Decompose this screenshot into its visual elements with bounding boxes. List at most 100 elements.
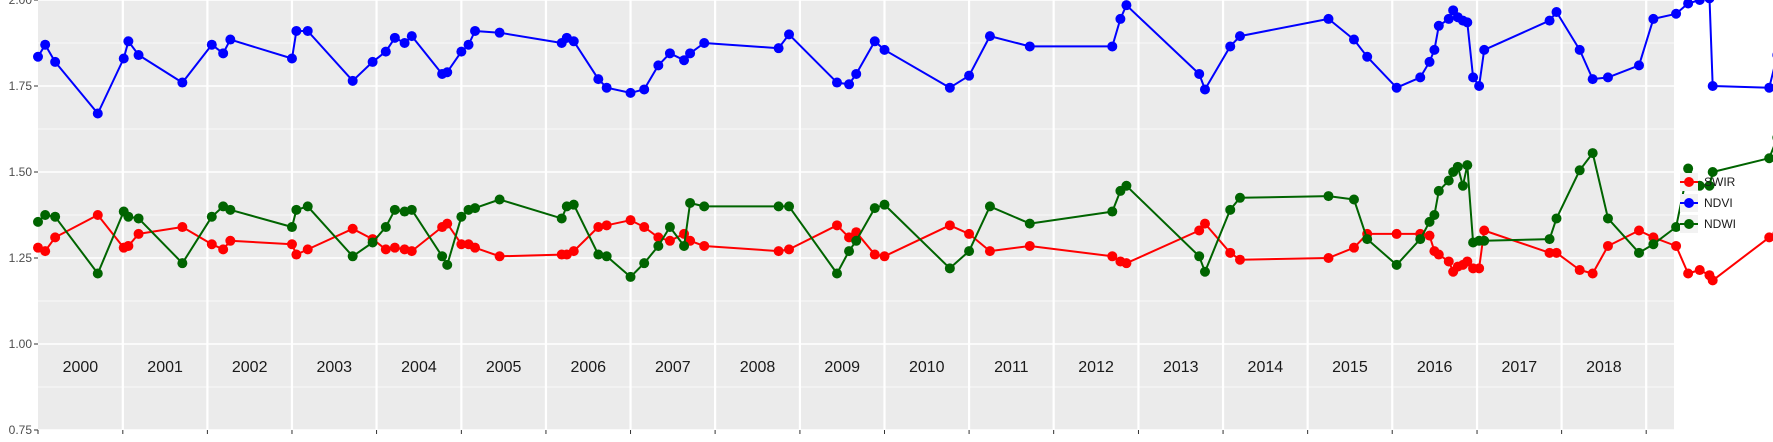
data-point-swir — [1323, 253, 1334, 263]
data-point-ndvi — [123, 36, 134, 47]
data-point-ndwi — [286, 222, 297, 233]
data-point-ndwi — [1683, 163, 1694, 174]
data-point-ndvi — [625, 87, 636, 98]
data-point-ndwi — [177, 258, 188, 269]
data-point-ndvi — [1587, 74, 1598, 85]
data-point-ndwi — [442, 259, 453, 270]
data-point-swir — [1694, 265, 1705, 276]
data-point-swir — [1587, 268, 1598, 279]
data-point-ndwi — [1707, 167, 1718, 177]
legend-item-swir: SWIR — [1680, 173, 1736, 191]
data-point-ndwi — [1587, 148, 1598, 159]
data-point-swir — [442, 218, 453, 229]
data-point-ndvi — [844, 79, 855, 90]
data-point-swir — [1433, 249, 1444, 260]
data-point-ndvi — [286, 53, 297, 64]
y-tick-label: 1.75 — [9, 79, 33, 93]
data-point-swir — [494, 251, 505, 262]
data-point-ndvi — [1115, 13, 1126, 24]
data-point-swir — [1024, 240, 1035, 251]
data-point-ndvi — [679, 55, 690, 66]
data-point-ndvi — [1415, 72, 1426, 83]
data-point-swir — [1683, 268, 1694, 279]
data-point-ndvi — [367, 56, 378, 67]
data-point-ndvi — [347, 75, 358, 86]
data-point-ndwi — [133, 213, 144, 224]
data-point-ndvi — [1121, 0, 1132, 11]
data-point-ndwi — [1764, 153, 1773, 164]
data-point-swir — [944, 220, 955, 231]
data-point-ndwi — [206, 211, 217, 222]
data-point-ndwi — [964, 246, 975, 257]
year-label: 2002 — [232, 359, 268, 376]
data-point-swir — [380, 244, 391, 255]
data-point-swir — [639, 222, 650, 233]
data-point-swir — [773, 246, 784, 257]
data-point-ndvi — [225, 34, 236, 45]
data-point-swir — [1551, 247, 1562, 258]
data-point-swir — [206, 239, 217, 250]
data-point-swir — [664, 235, 675, 246]
data-point-ndwi — [1323, 191, 1334, 202]
data-point-ndvi — [879, 44, 890, 55]
data-point-ndvi — [389, 32, 400, 43]
data-point-swir — [123, 240, 134, 251]
data-point-ndwi — [653, 240, 664, 251]
data-point-swir — [302, 244, 313, 255]
data-point-ndwi — [944, 263, 955, 274]
data-point-swir — [1391, 228, 1402, 239]
data-point-ndwi — [639, 258, 650, 269]
data-point-ndwi — [406, 204, 417, 215]
data-point-ndwi — [869, 203, 880, 214]
data-point-swir — [625, 215, 636, 226]
data-point-ndwi — [1121, 180, 1132, 191]
year-label: 2004 — [401, 359, 437, 376]
data-point-ndvi — [1648, 13, 1659, 24]
year-label: 2012 — [1078, 359, 1114, 376]
legend: SWIR NDVI NDWI — [1680, 173, 1736, 233]
data-point-ndwi — [437, 251, 448, 262]
data-point-ndvi — [40, 39, 51, 50]
data-point-ndwi — [1551, 213, 1562, 224]
data-point-ndvi — [1694, 0, 1705, 5]
data-point-ndvi — [1671, 8, 1682, 19]
data-point-ndwi — [347, 251, 358, 262]
legend-key-point — [1684, 219, 1694, 229]
data-point-swir — [879, 251, 890, 262]
data-point-ndwi — [679, 240, 690, 251]
data-point-ndvi — [1551, 7, 1562, 18]
data-point-ndwi — [831, 268, 842, 279]
data-point-ndvi — [406, 31, 417, 42]
legend-key-point — [1684, 177, 1694, 187]
data-point-ndwi — [50, 211, 61, 222]
data-point-ndwi — [123, 211, 134, 222]
year-label: 2006 — [570, 359, 606, 376]
year-label: 2014 — [1248, 359, 1284, 376]
data-point-ndvi — [1602, 72, 1613, 83]
data-point-swir — [601, 220, 612, 231]
data-point-ndvi — [1683, 0, 1694, 9]
data-point-ndwi — [1443, 175, 1454, 186]
data-point-ndvi — [206, 39, 217, 50]
data-point-ndvi — [291, 25, 302, 36]
data-point-swir — [1648, 232, 1659, 243]
data-point-ndwi — [1479, 235, 1490, 246]
legend-item-ndvi: NDVI — [1680, 194, 1733, 212]
data-point-ndvi — [1199, 84, 1210, 95]
data-point-ndwi — [699, 201, 710, 212]
data-point-swir — [389, 242, 400, 253]
data-point-swir — [1107, 251, 1118, 262]
data-point-ndvi — [1194, 68, 1205, 79]
data-point-ndwi — [1457, 180, 1468, 191]
data-point-swir — [40, 246, 51, 257]
data-point-ndvi — [1704, 0, 1715, 4]
data-point-ndwi — [225, 204, 236, 215]
data-point-ndwi — [1602, 213, 1613, 224]
data-point-ndvi — [1574, 44, 1585, 55]
data-point-ndwi — [664, 222, 675, 233]
y-tick-label: 1.25 — [9, 251, 33, 265]
data-point-ndvi — [177, 77, 188, 88]
data-point-ndvi — [1443, 13, 1454, 24]
data-point-ndwi — [1704, 180, 1715, 191]
